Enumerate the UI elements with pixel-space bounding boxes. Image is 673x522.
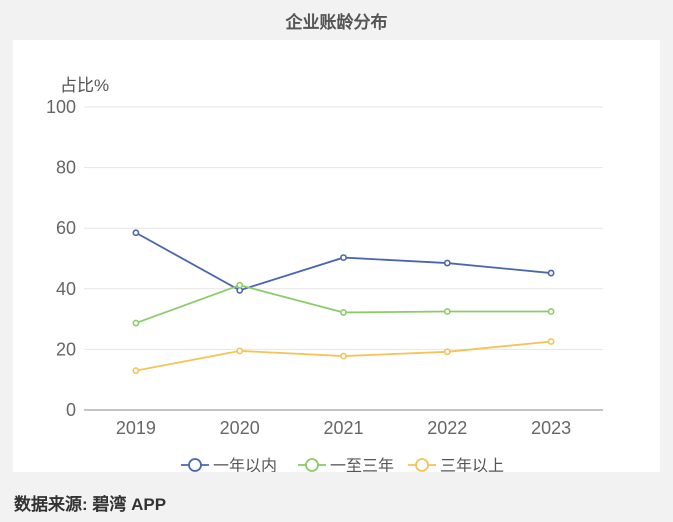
data-point: [236, 347, 244, 355]
series-line-1: [135, 284, 552, 324]
legend-label: 一年以内: [213, 457, 277, 472]
data-point: [547, 338, 555, 345]
x-tick-label: 2021: [323, 418, 363, 438]
data-point: [236, 281, 244, 289]
data-point: [132, 319, 140, 327]
legend-marker: [188, 458, 202, 472]
y-tick-label: 60: [56, 218, 76, 238]
y-tick-label: 100: [46, 97, 76, 117]
x-axis: 2019 2020 2021 2022 2023: [84, 409, 603, 438]
data-point: [340, 352, 347, 360]
legend-marker: [305, 458, 319, 472]
x-tick-label: 2019: [116, 418, 156, 438]
y-tick-label: 20: [56, 339, 76, 359]
y-tick-label: 40: [56, 279, 76, 299]
legend-marker: [415, 458, 429, 472]
data-point: [132, 229, 140, 237]
data-point: [132, 367, 140, 375]
data-point: [547, 308, 555, 315]
data-point: [547, 269, 555, 277]
data-point: [340, 309, 347, 316]
series-line-0: [135, 231, 552, 292]
data-point: [443, 348, 451, 356]
y-axis-title: 占比%: [60, 76, 109, 95]
x-tick-label: 2023: [531, 418, 571, 438]
y-tick-label: 80: [56, 158, 76, 178]
y-tick-label: 0: [66, 400, 76, 420]
chart-panel: 0 20 40 60 80 100 占比% 2019 2020 2021 2022 2023 一年以…: [13, 40, 660, 475]
legend-label: 三年以上: [440, 457, 504, 472]
x-tick-label: 2022: [427, 418, 467, 438]
data-point: [443, 259, 451, 267]
legend-label: 一至三年: [330, 457, 394, 472]
series-group: [132, 229, 555, 375]
data-point: [340, 254, 347, 261]
data-source: 数据来源: 碧湾 APP: [14, 495, 167, 514]
chart-title: 企业账龄分布: [285, 13, 388, 32]
grid-lines: [84, 106, 603, 350]
legend: 一年以内 一至三年 三年以上: [181, 457, 504, 475]
y-axis: 0 20 40 60 80 100 占比%: [46, 76, 109, 420]
x-tick-label: 2020: [220, 418, 260, 438]
line-chart: 0 20 40 60 80 100 占比% 2019 2020 2021 2022 2023 一年以…: [46, 76, 603, 475]
data-point: [443, 308, 451, 315]
